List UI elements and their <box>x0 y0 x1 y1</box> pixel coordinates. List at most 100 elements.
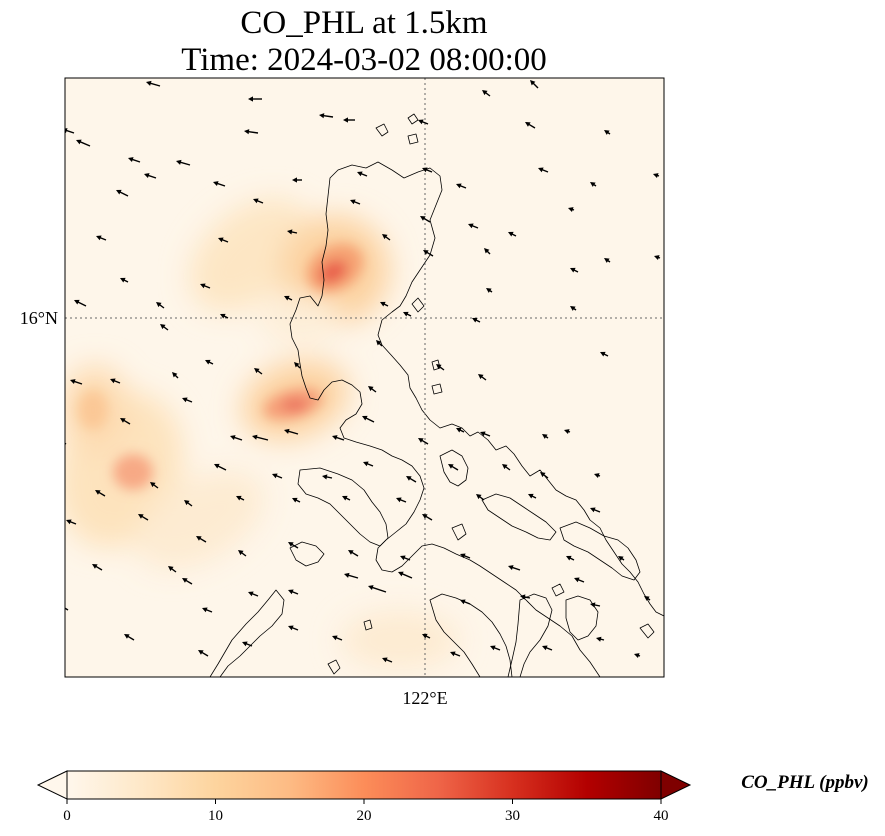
wind-arrow <box>322 474 333 480</box>
wind-arrow <box>357 171 368 177</box>
wind-arrow <box>116 189 129 197</box>
wind-arrow <box>484 248 491 255</box>
wind-arrow <box>288 542 299 549</box>
wind-arrow <box>396 497 407 503</box>
wind-arrow <box>596 636 605 642</box>
wind-arrow <box>368 386 377 393</box>
wind-arrow <box>530 80 539 89</box>
wind-arrow <box>363 461 374 467</box>
wind-arrow <box>420 216 431 223</box>
wind-arrow <box>342 495 351 501</box>
wind-arrow <box>128 157 141 163</box>
wind-arrow <box>456 427 465 433</box>
chart-title-line1: CO_PHL at 1.5km <box>240 5 488 41</box>
wind-arrow <box>220 313 229 319</box>
wind-arrow <box>343 117 355 123</box>
wind-arrow <box>403 311 412 317</box>
wind-arrow <box>254 368 263 375</box>
wind-arrow <box>590 507 601 513</box>
wind-arrow <box>468 223 479 229</box>
colorbar-tick-label: 10 <box>208 808 223 824</box>
wind-arrow <box>214 463 227 471</box>
wind-arrow <box>150 482 159 489</box>
wind-arrow <box>538 167 549 173</box>
wind-arrow <box>238 550 247 557</box>
wind-arrow <box>65 128 75 134</box>
wind-arrow <box>344 572 359 579</box>
wind-arrow <box>570 267 579 273</box>
wind-arrow <box>184 500 193 507</box>
wind-arrow <box>70 379 83 385</box>
wind-arrow <box>294 362 301 369</box>
wind-arrow <box>253 198 264 204</box>
wind-arrow <box>96 235 107 241</box>
wind-arrow <box>460 553 471 559</box>
chart-title-line2: Time: 2024-03-02 08:00:00 <box>181 42 546 78</box>
wind-arrow <box>490 645 501 651</box>
map-background <box>65 78 664 677</box>
colorbar-tick-label: 40 <box>654 808 669 824</box>
wind-vectors <box>65 80 661 663</box>
wind-arrow <box>654 255 661 261</box>
colorbar-tick-label: 0 <box>63 808 71 824</box>
wind-arrow <box>213 181 226 187</box>
wind-arrow <box>248 591 259 597</box>
wind-arrow <box>422 514 433 521</box>
wind-arrow <box>460 599 471 605</box>
wind-arrow <box>124 634 135 641</box>
wind-arrow <box>618 556 625 561</box>
wind-arrow <box>230 435 243 441</box>
lat-tick-label-16N: 16°N <box>20 308 58 328</box>
wind-arrow <box>348 550 359 557</box>
wind-arrow <box>236 495 245 501</box>
wind-arrow <box>176 159 191 166</box>
wind-arrow <box>472 317 481 323</box>
wind-arrow <box>376 340 383 347</box>
wind-arrow <box>205 359 214 365</box>
wind-arrow <box>382 657 393 663</box>
wind-arrow <box>362 415 375 423</box>
wind-arrow <box>644 596 651 601</box>
wind-arrow <box>292 177 302 183</box>
wind-arrow <box>508 565 521 571</box>
wind-arrow <box>604 258 611 263</box>
colorbar-extend-max <box>660 770 692 800</box>
wind-arrow <box>146 80 161 87</box>
wind-arrow <box>182 578 193 585</box>
wind-arrow <box>482 90 491 97</box>
wind-arrow <box>368 585 387 593</box>
wind-arrow <box>566 555 575 561</box>
wind-arrow <box>480 431 491 437</box>
wind-arrow <box>65 607 69 611</box>
wind-arrow <box>95 490 106 497</box>
wind-arrow <box>564 429 571 435</box>
wind-arrow <box>242 641 253 647</box>
wind-arrow <box>350 199 361 205</box>
wind-arrow <box>398 571 413 579</box>
wind-arrow <box>172 372 179 379</box>
wind-arrow <box>382 234 391 241</box>
wind-arrow <box>423 250 434 257</box>
wind-arrow <box>287 229 298 235</box>
wind-arrow <box>528 493 537 499</box>
wind-arrow <box>448 464 459 471</box>
wind-arrow <box>332 635 343 641</box>
wind-arrow <box>574 577 585 583</box>
wind-arrow <box>120 418 131 425</box>
wind-arrow <box>418 119 429 125</box>
wind-arrow <box>182 397 193 403</box>
map-frame <box>64 77 665 678</box>
wind-arrow <box>202 607 213 613</box>
wind-arrow <box>502 464 511 471</box>
wind-arrow <box>76 139 91 147</box>
wind-arrow <box>200 283 211 289</box>
wind-arrow <box>138 514 149 521</box>
lon-tick-label-122E: 122°E <box>402 688 447 708</box>
wind-arrow <box>478 374 487 381</box>
wind-arrow <box>74 299 87 307</box>
wind-arrow <box>288 625 299 631</box>
colorbar-tick-label: 30 <box>505 808 520 824</box>
wind-arrow <box>198 650 209 657</box>
concentration-field <box>65 198 460 670</box>
